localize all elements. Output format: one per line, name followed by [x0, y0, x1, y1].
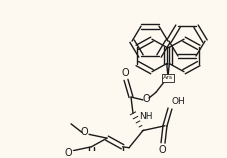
Text: O: O [158, 145, 166, 155]
Text: O: O [80, 128, 88, 137]
Text: NH: NH [139, 112, 153, 121]
Text: O: O [121, 68, 129, 78]
Text: O: O [65, 149, 72, 158]
Text: O: O [142, 94, 150, 104]
Text: Ars: Ars [163, 75, 173, 80]
Text: OH: OH [171, 97, 185, 106]
